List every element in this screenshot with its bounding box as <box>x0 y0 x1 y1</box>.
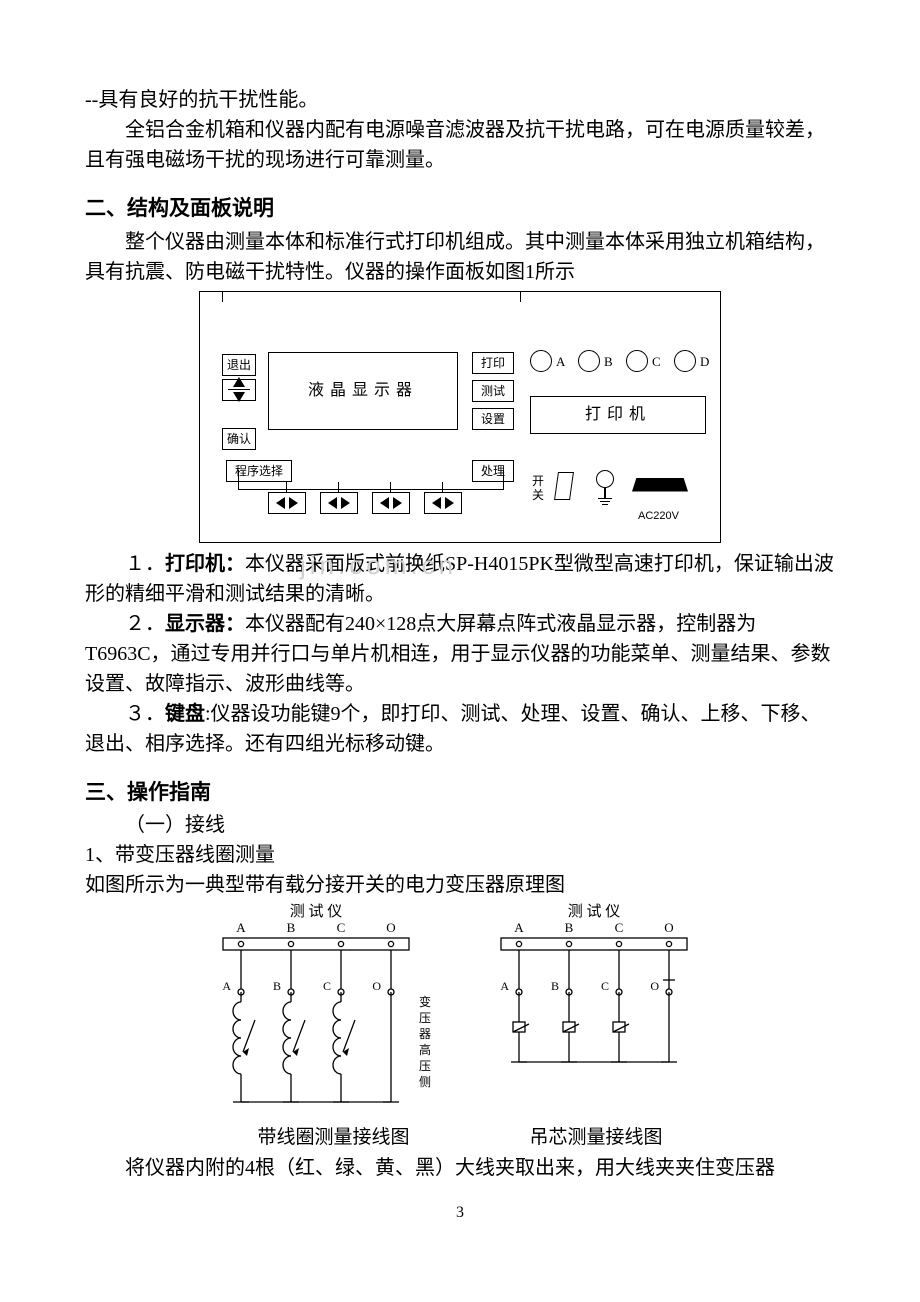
cursor-keys[interactable] <box>320 492 358 514</box>
panel-tick <box>222 292 223 302</box>
ground-icon <box>598 498 612 506</box>
arrow-down-icon <box>233 392 245 402</box>
exit-button[interactable]: 退出 <box>222 354 256 376</box>
cursor-keys[interactable] <box>424 492 462 514</box>
wiring-intro: 如图所示为一典型带有载分接开关的电力变压器原理图 <box>85 870 835 900</box>
up-down-button[interactable] <box>222 379 256 401</box>
item-num: ２． <box>125 613 165 635</box>
arrow-left-icon <box>328 497 337 509</box>
svg-text:高: 高 <box>419 1042 431 1057</box>
item-title: 显示器： <box>165 613 245 635</box>
page-number: 3 <box>85 1201 835 1225</box>
wiring-captions: 带线圈测量接线图 吊芯测量接线图 <box>85 1124 835 1153</box>
wiring-case-1: 1、带变压器线圈测量 <box>85 840 835 870</box>
para-feature-detail: 全铝合金机箱和仪器内配有电源噪音滤波器及抗干扰电路，可在电源质量较差，且有强电磁… <box>85 115 835 175</box>
confirm-button[interactable]: 确认 <box>222 428 256 450</box>
item-keyboard: ３．键盘:仪器设功能键9个，即打印、测试、处理、设置、确认、上移、下移、退出、相… <box>85 699 835 759</box>
cursor-keys[interactable] <box>268 492 306 514</box>
arrow-right-icon <box>393 497 402 509</box>
wiring-diagrams: 测 试 仪ABCOABCO变压器高压侧 测 试 仪ABCOABCO <box>85 902 835 1122</box>
divider <box>228 389 250 390</box>
arrow-left-icon <box>276 497 285 509</box>
printer-box: 打印机 <box>530 396 706 434</box>
svg-text:压: 压 <box>419 1011 431 1025</box>
svg-text:O: O <box>386 920 395 935</box>
svg-text:C: C <box>601 979 609 993</box>
jack-a[interactable] <box>530 350 552 372</box>
svg-text:器: 器 <box>419 1027 431 1041</box>
cursor-keys[interactable] <box>372 492 410 514</box>
svg-text:B: B <box>565 920 574 935</box>
panel-tick <box>520 292 521 302</box>
connector-line <box>338 482 339 492</box>
heading-operation: 三、操作指南 <box>85 777 835 809</box>
svg-text:B: B <box>273 979 281 993</box>
item-printer: １．打印机：本仪器采面版式前换纸SP-H4015PK型微型高速打印机，保证输出波… <box>85 549 835 609</box>
ground-icon <box>604 488 605 498</box>
ac-label: AC220V <box>638 508 679 525</box>
bracket-line <box>238 470 504 490</box>
para-clips: 将仪器内附的4根（红、绿、黄、黑）大线夹取出来，用大线夹夹住变压器 <box>85 1153 835 1183</box>
svg-text:A: A <box>500 979 509 993</box>
jack-d-label: D <box>700 352 709 372</box>
para-structure: 整个仪器由测量本体和标准行式打印机组成。其中测量本体采用独立机箱结构，具有抗震、… <box>85 227 835 287</box>
svg-text:O: O <box>650 979 659 993</box>
jack-b-label: B <box>604 352 613 372</box>
connector-line <box>390 482 391 492</box>
ground-icon <box>596 470 614 488</box>
item-display: ２．显示器：本仪器配有240×128点大屏幕点阵式液晶显示器，控制器为T6963… <box>85 609 835 699</box>
arrow-right-icon <box>341 497 350 509</box>
caption-right: 吊芯测量接线图 <box>530 1124 663 1153</box>
svg-text:测 试 仪: 测 试 仪 <box>290 903 343 920</box>
connector-line <box>286 482 287 492</box>
svg-text:压: 压 <box>419 1059 431 1073</box>
connector-line <box>442 482 443 492</box>
wiring-right-svg: 测 试 仪 A B C O A B C O <box>479 902 719 1122</box>
heading-structure: 二、结构及面板说明 <box>85 193 835 225</box>
jack-d[interactable] <box>674 350 696 372</box>
svg-text:变: 变 <box>419 994 431 1009</box>
ground-terminal[interactable] <box>596 470 614 506</box>
jack-b[interactable] <box>578 350 600 372</box>
arrow-left-icon <box>380 497 389 509</box>
svg-text:C: C <box>615 920 624 935</box>
set-button[interactable]: 设置 <box>472 408 514 430</box>
test-button[interactable]: 测试 <box>472 380 514 402</box>
wiring-left-svg: 测 试 仪ABCOABCO变压器高压侧 <box>201 902 441 1122</box>
svg-text:B: B <box>287 920 296 935</box>
plug-icon <box>632 478 688 492</box>
item-title: 打印机： <box>165 553 245 575</box>
document-page: jin.com.cn --具有良好的抗干扰性能。 全铝合金机箱和仪器内配有电源噪… <box>0 0 920 1265</box>
lcd-display: 液晶显示器 <box>268 352 458 430</box>
svg-text:O: O <box>664 920 673 935</box>
svg-text:A: A <box>514 920 524 935</box>
svg-text:C: C <box>323 979 331 993</box>
svg-text:C: C <box>337 920 346 935</box>
arrow-right-icon <box>445 497 454 509</box>
arrow-left-icon <box>432 497 441 509</box>
power-switch[interactable] <box>554 472 574 500</box>
jack-c-label: C <box>652 352 661 372</box>
item-title: 键盘 <box>165 703 205 725</box>
panel-diagram: 退出 确认 液晶显示器 打印 测试 设置 A B C D 打印机 <box>85 291 835 543</box>
jack-c[interactable] <box>626 350 648 372</box>
svg-text:侧: 侧 <box>419 1075 431 1089</box>
svg-text:测 试 仪: 测 试 仪 <box>568 903 621 920</box>
svg-text:B: B <box>551 979 559 993</box>
svg-text:O: O <box>372 979 381 993</box>
caption-left: 带线圈测量接线图 <box>257 1124 409 1153</box>
ac-socket[interactable] <box>632 478 688 492</box>
arrow-right-icon <box>289 497 298 509</box>
subheading-wiring: （一）接线 <box>85 810 835 840</box>
item-num: １． <box>125 553 165 575</box>
panel-outline: 退出 确认 液晶显示器 打印 测试 设置 A B C D 打印机 <box>199 291 721 543</box>
para-feature: --具有良好的抗干扰性能。 <box>85 85 835 115</box>
item-num: ３． <box>125 703 165 725</box>
arrow-up-icon <box>233 377 245 387</box>
svg-text:A: A <box>222 979 231 993</box>
print-button[interactable]: 打印 <box>472 352 514 374</box>
jack-a-label: A <box>556 352 565 372</box>
switch-label: 开关 <box>532 474 544 502</box>
svg-text:A: A <box>236 920 246 935</box>
